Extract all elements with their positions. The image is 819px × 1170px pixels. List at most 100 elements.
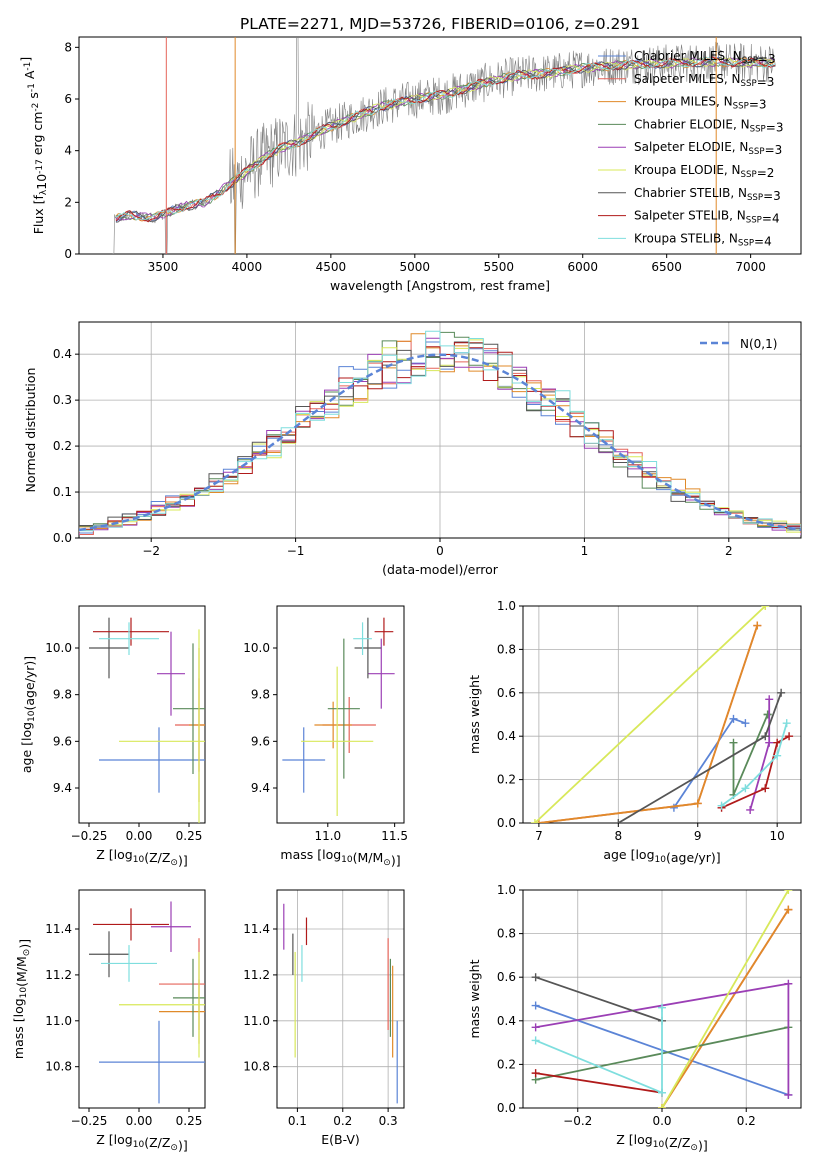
line-kroupa_miles — [538, 625, 759, 823]
x-tick-label: 8 — [614, 829, 622, 843]
axes-frame — [78, 889, 206, 1109]
y-tick-label: 9.4 — [53, 781, 72, 795]
axes-frame — [78, 605, 206, 824]
x-tick-label: 0.00 — [126, 1114, 153, 1128]
x-axis-label: (data-model)/error — [382, 562, 499, 577]
marker-chabrier_stelib — [531, 973, 540, 982]
x-tick-label: 2 — [725, 544, 733, 558]
y-axis-label: mass [log10(M/M⊙)] — [11, 939, 32, 1059]
marker-salpeter_stelib — [761, 784, 770, 793]
y-tick-label: 9.6 — [251, 734, 270, 748]
x-tick-label: 7 — [535, 829, 543, 843]
marker-kroupa_stelib — [531, 1036, 540, 1045]
legend-label: Salpeter STELIB, NSSP=4 — [634, 209, 780, 226]
marker-kroupa_stelib — [658, 1088, 666, 1097]
marker-kroupa_elodie — [761, 606, 770, 610]
x-axis-label: mass [log10(M/M⊙)] — [280, 847, 400, 868]
y-axis-label: Normed distribution — [23, 368, 38, 493]
marker-salpeter_stelib — [785, 732, 794, 741]
marker-kroupa_miles — [693, 799, 702, 808]
y-tick-label: 10.8 — [45, 1060, 72, 1074]
chart-layer: 3500 4000 4500 5000 5500 6000 6500 7000 0 2 4 6 8 wav… — [11, 36, 802, 1153]
marker-salpeter_elodie — [746, 805, 755, 814]
legend-label: Chabrier STELIB, NSSP=3 — [634, 186, 781, 203]
x-tick-label: 0.25 — [176, 829, 203, 843]
marker-salpeter_stelib — [531, 1069, 540, 1078]
x-tick-label: −0.25 — [71, 1114, 108, 1128]
legend-label: Chabrier ELODIE, NSSP=3 — [634, 117, 783, 134]
x-tick-label: 0.00 — [126, 829, 153, 843]
y-tick-label: 9.4 — [251, 781, 270, 795]
x-axis-label: wavelength [Angstrom, rest frame] — [330, 278, 550, 293]
y-tick-label: 10.0 — [45, 641, 72, 655]
histogram-plot — [79, 330, 801, 536]
figure-title: PLATE=2271, MJD=53726, FIBERID=0106, z=0… — [240, 15, 640, 33]
marker-kroupa_elodie — [784, 890, 793, 894]
marker-kroupa_miles — [784, 905, 793, 914]
line-salpeter_stelib — [721, 735, 790, 809]
marker-salpeter_stelib — [773, 738, 782, 747]
age_vs_Z-axes: −0.25 0.00 0.25 9.4 9.6 9.8 10.0 Z [log10(Z/Z⊙)… — [19, 605, 206, 868]
marker-kroupa_elodie — [530, 819, 539, 823]
axes-frame — [78, 321, 802, 539]
y-tick-label: 11.2 — [45, 968, 72, 982]
y-tick-label: 0.0 — [53, 531, 72, 545]
marker-kroupa_miles — [753, 621, 762, 630]
x-axis-label: Z [log10(Z/Z⊙)] — [96, 1132, 187, 1153]
marker-salpeter_elodie — [784, 1090, 793, 1099]
x-tick-label: −0.2 — [563, 1114, 592, 1128]
mass_vs_ebv-axes: 0.1 0.2 0.3 10.8 11.0 11.2 11.4 E(B-V) — [243, 889, 405, 1147]
y-tick-label: 0.1 — [53, 485, 72, 499]
spectrum-legend: Chabrier MILES, NSSP=3 Salpeter MILES, NS… — [598, 49, 783, 248]
y-tick-label: 1.0 — [497, 599, 516, 613]
y-axis-label: Flux [fλ10-17 erg cm-2 s-1 A-1] — [18, 57, 49, 235]
legend-label: Salpeter MILES, NSSP=3 — [634, 72, 774, 89]
legend-label: Salpeter ELODIE, NSSP=3 — [634, 140, 782, 157]
x-tick-label: 1 — [581, 544, 589, 558]
y-tick-label: 11.0 — [45, 1014, 72, 1028]
mass_weight_vs_Z-plot — [531, 890, 793, 1108]
legend-label: Kroupa STELIB, NSSP=4 — [634, 231, 772, 248]
x-tick-label: 0.2 — [737, 1114, 756, 1128]
x-tick-label: 0.0 — [652, 1114, 671, 1128]
y-tick-label: 10.0 — [243, 641, 270, 655]
y-tick-label: 0.0 — [497, 816, 516, 830]
y-tick-label: 11.2 — [243, 968, 270, 982]
x-tick-label: 0.2 — [333, 1114, 352, 1128]
line-kroupa_miles — [661, 909, 790, 1108]
x-axis-label: Z [log10(Z/Z⊙)] — [96, 847, 187, 868]
age_vs_Z-plot — [89, 617, 205, 823]
x-axis-label: age [log10(age/yr)] — [603, 847, 720, 865]
x-tick-label: 5500 — [483, 260, 514, 274]
y-tick-label: 0.8 — [497, 927, 516, 941]
y-tick-label: 9.8 — [251, 688, 270, 702]
x-tick-label: 10 — [770, 829, 785, 843]
y-tick-label: 10.8 — [243, 1060, 270, 1074]
age_vs_mass-plot — [282, 617, 395, 816]
x-tick-label: 0.3 — [379, 1114, 398, 1128]
x-tick-label: 3500 — [148, 260, 179, 274]
x-tick-label: 4500 — [316, 260, 347, 274]
marker-chabrier_elodie — [763, 710, 772, 719]
marker-salpeter_elodie — [765, 695, 774, 704]
marker-kroupa_stelib — [658, 1003, 666, 1012]
line-kroupa_elodie — [661, 890, 790, 1108]
residual_hist-axes: −2 −1 0 1 2 0.0 0.1 0.2 0.3 0.4 (data-model)/error… — [23, 321, 802, 577]
x-tick-label: −0.25 — [71, 829, 108, 843]
y-axis-label: mass weight — [467, 959, 482, 1038]
x-tick-label: 11.0 — [314, 829, 341, 843]
marker-chabrier_miles — [741, 719, 750, 728]
axes-frame — [276, 605, 405, 824]
mass_vs_Z-plot — [89, 901, 205, 1104]
x-tick-label: 6500 — [651, 260, 682, 274]
legend-label: Kroupa MILES, NSSP=3 — [634, 95, 767, 112]
spectrum-plot — [112, 37, 776, 254]
marker-chabrier_elodie — [729, 738, 738, 747]
gaussian-reference-curve — [79, 353, 801, 532]
mass_weight_vs_Z-axes: −0.2 0.0 0.2 0.0 0.2 0.4 0.6 0.8 1.0 Z [log10(Z/Z… — [467, 883, 802, 1153]
age_vs_mass-axes: 11.0 11.5 9.4 9.6 9.8 10.0 mass [log10(M/M⊙)] — [243, 605, 408, 868]
y-tick-label: 0.8 — [497, 642, 516, 656]
x-axis-label: Z [log10(Z/Z⊙)] — [616, 1132, 707, 1153]
y-tick-label: 11.0 — [243, 1014, 270, 1028]
